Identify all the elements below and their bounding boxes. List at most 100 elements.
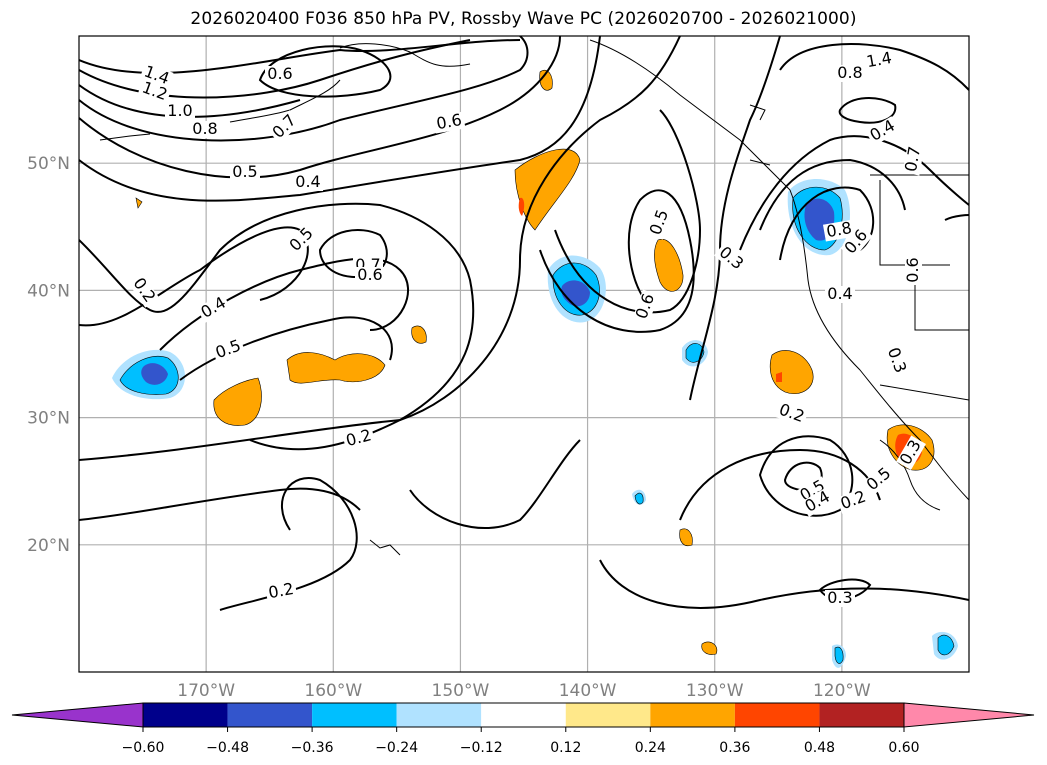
colorbar-segment bbox=[650, 703, 735, 727]
contour-label-bg bbox=[165, 103, 195, 120]
contour-label-bg bbox=[646, 205, 673, 240]
contour-label-bg bbox=[905, 255, 922, 285]
baja-california bbox=[879, 439, 941, 511]
contour-label: 0.6 bbox=[903, 257, 922, 282]
pv-contour bbox=[779, 186, 875, 261]
contour-label-bg bbox=[825, 286, 855, 303]
contour-label-bg bbox=[902, 142, 925, 176]
positive-anomaly bbox=[135, 197, 143, 209]
positive-anomaly bbox=[769, 350, 814, 394]
alaska-bc-coast bbox=[589, 39, 791, 191]
lat-tick-label: 50°N bbox=[27, 154, 70, 174]
contour-label: 0.6 bbox=[267, 64, 292, 83]
contour-label: 0.8 bbox=[192, 119, 217, 138]
positive-anomaly bbox=[679, 528, 693, 547]
contour-label: 0.4 bbox=[827, 284, 852, 303]
contour-label-bg bbox=[190, 121, 220, 138]
latitude-tick-labels: 50°N 40°N 30°N 20°N bbox=[27, 154, 70, 556]
contour-label-bg bbox=[264, 580, 298, 603]
vancouver-island bbox=[749, 159, 771, 166]
negative-anomaly-core bbox=[634, 492, 644, 505]
lat-tick-label: 40°N bbox=[27, 281, 70, 301]
pv-contour bbox=[79, 36, 561, 179]
positive-anomaly bbox=[654, 238, 684, 292]
colorbar-segment bbox=[565, 703, 651, 727]
contour-label-bg bbox=[774, 400, 809, 427]
shaded-anomalies bbox=[112, 69, 958, 668]
colorbar-segment bbox=[481, 703, 566, 727]
lat-tick-label: 20°N bbox=[27, 536, 70, 556]
contour-label-bg bbox=[137, 78, 172, 105]
us-mexico-border bbox=[879, 384, 969, 401]
contour-label: 0.7 bbox=[901, 145, 924, 173]
pv-contour bbox=[79, 487, 361, 521]
strong-positive-anomaly bbox=[776, 372, 782, 382]
contour-label-bg bbox=[865, 116, 900, 146]
colorbar-extend-min bbox=[11, 702, 144, 728]
contour-label-bg bbox=[862, 463, 897, 496]
contour-label: 0.4 bbox=[295, 172, 320, 191]
contour-label-bg bbox=[825, 590, 855, 607]
contour-label-bg bbox=[265, 66, 295, 83]
state-border bbox=[879, 180, 950, 266]
contour-label-bg bbox=[230, 164, 260, 181]
negative-anomaly-core bbox=[834, 646, 844, 664]
pv-contour bbox=[554, 109, 702, 314]
map-frame bbox=[78, 35, 970, 673]
contour-label: 0.5 bbox=[232, 162, 257, 181]
contour-label-bg bbox=[800, 487, 835, 517]
contour-label-bg bbox=[432, 111, 466, 134]
contour-label-bg bbox=[836, 487, 871, 514]
colorbar-segment bbox=[227, 703, 313, 727]
contour-label-bg bbox=[128, 273, 160, 308]
contour-label: 1.0 bbox=[167, 101, 192, 120]
colorbar-segment bbox=[143, 703, 228, 727]
contour-label-bg bbox=[840, 225, 873, 260]
colorbar-tick-label: 0.36 bbox=[719, 740, 750, 756]
contour-label-bg bbox=[285, 223, 319, 257]
contour-label-bg bbox=[883, 343, 910, 378]
positive-anomaly bbox=[411, 325, 427, 344]
positive-anomaly bbox=[539, 69, 553, 91]
contour-label: 0.8 bbox=[825, 218, 853, 241]
lon-tick-label: 160°W bbox=[304, 681, 362, 701]
pv-contour bbox=[79, 36, 529, 142]
hawaii-islands bbox=[369, 539, 401, 556]
contour-label-bg bbox=[342, 426, 376, 451]
contour-label-bg bbox=[355, 267, 385, 284]
contour-label: 1.4 bbox=[865, 48, 893, 71]
state-border bbox=[914, 280, 969, 331]
alaska-peninsula-coast bbox=[339, 43, 471, 67]
pv-contour-closed bbox=[758, 435, 854, 517]
pv-contour bbox=[409, 439, 581, 529]
negative-anomaly-core bbox=[937, 634, 955, 656]
us-west-coast bbox=[789, 189, 969, 501]
colorbar-tick-label: −0.60 bbox=[122, 740, 165, 756]
contour-label-bg bbox=[139, 62, 174, 89]
contour-label-bg bbox=[293, 174, 323, 191]
contour-label-bg bbox=[896, 435, 926, 470]
colorbar-tick-label: 0.48 bbox=[804, 740, 835, 756]
colorbar-tick-label: −0.24 bbox=[375, 740, 418, 756]
coastlines bbox=[99, 39, 969, 556]
contour-label-bg bbox=[835, 65, 865, 82]
aleutian-islands bbox=[229, 79, 341, 123]
lon-tick-label: 120°W bbox=[813, 681, 871, 701]
pv-contour bbox=[759, 158, 906, 231]
colorbar-frame bbox=[142, 702, 905, 728]
colorbar-segment bbox=[312, 703, 397, 727]
colorbar-tick-label: 0.60 bbox=[888, 740, 919, 756]
colorbar-segment bbox=[734, 703, 820, 727]
contour-label-bg bbox=[822, 219, 856, 242]
pv-contour bbox=[689, 36, 781, 401]
contour-label: 0.6 bbox=[435, 110, 463, 133]
contour-label-bg bbox=[713, 242, 748, 275]
colorbar-extend-max bbox=[903, 702, 1035, 728]
longitude-tick-labels: 170°W 160°W 150°W 140°W 130°W 120°W bbox=[177, 681, 871, 701]
aleutian-islands-west bbox=[99, 133, 151, 141]
contour-label-bg bbox=[211, 336, 246, 363]
contour-label-bg bbox=[862, 49, 896, 72]
contour-label: 0.3 bbox=[827, 588, 852, 607]
contour-label: 0.6 bbox=[357, 265, 382, 284]
